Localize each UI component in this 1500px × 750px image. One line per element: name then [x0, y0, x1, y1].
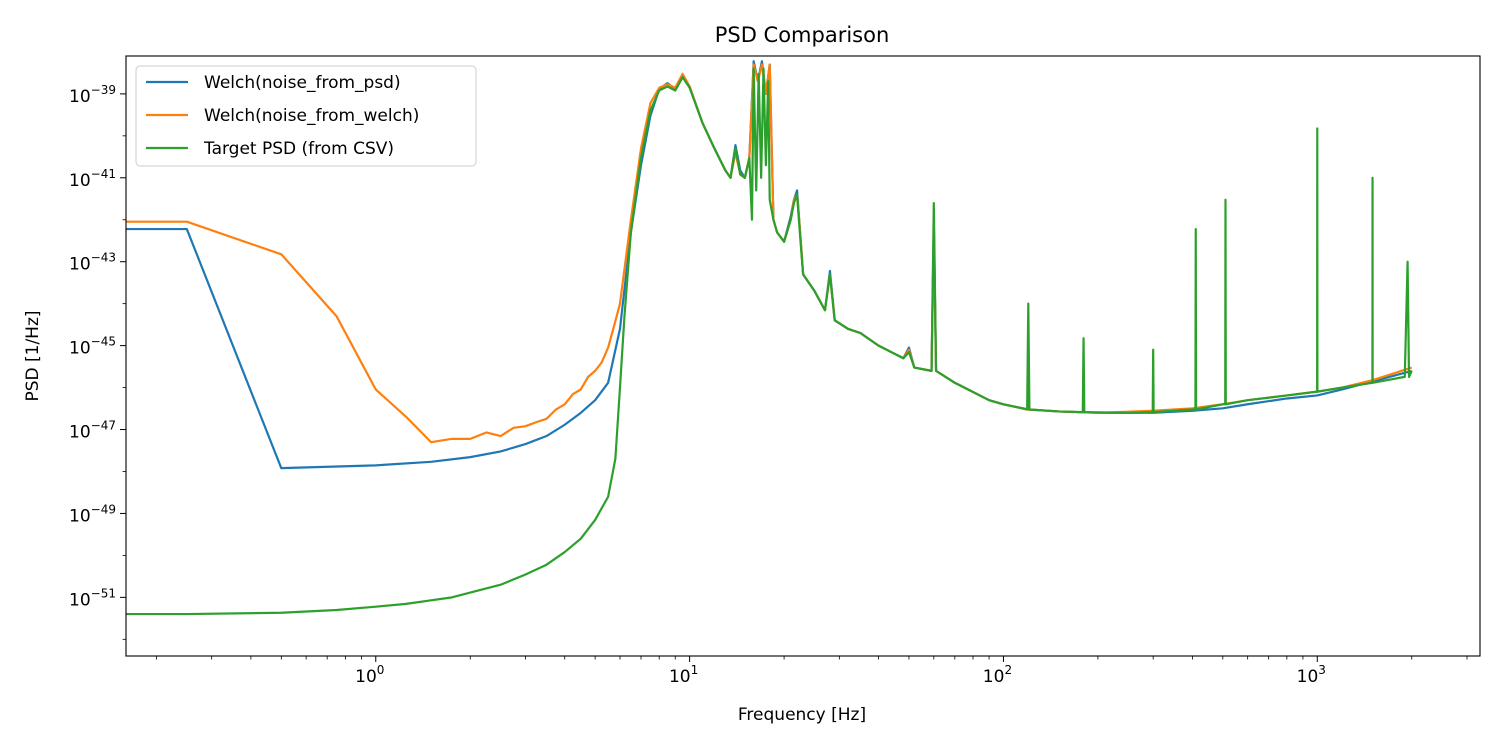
legend-label: Welch(noise_from_welch)	[204, 106, 419, 126]
y-tick-label: 10−39	[69, 83, 116, 107]
x-tick-label: 102	[983, 663, 1012, 687]
y-tick-label: 10−49	[69, 502, 116, 526]
series-line-3	[126, 67, 1413, 616]
x-axis-label: Frequency [Hz]	[738, 705, 866, 725]
legend-label: Welch(noise_from_psd)	[204, 73, 401, 93]
x-tick-label: 103	[1297, 663, 1326, 687]
series-layer	[126, 60, 1413, 616]
y-axis-label: PSD [1/Hz]	[23, 310, 43, 401]
axis-ticks: 100 101 102 103 10−51 10−49 10−47 10−45 10−43 10−…	[69, 83, 1326, 687]
x-tick-label: 100	[355, 663, 384, 687]
y-tick-label: 10−43	[69, 251, 116, 275]
legend-label: Target PSD (from CSV)	[203, 139, 394, 159]
plot-frame	[125, 55, 1481, 657]
y-tick-label: 10−45	[69, 335, 116, 359]
x-tick-label: 101	[669, 663, 698, 687]
y-tick-label: 10−41	[69, 167, 116, 191]
y-tick-label: 10−51	[69, 586, 116, 610]
legend-box	[135, 65, 477, 167]
minor-ticks	[122, 135, 1468, 660]
legend: Welch(noise_from_psd) Welch(noise_from_we…	[135, 65, 477, 167]
chart-title: PSD Comparison	[715, 23, 890, 47]
y-tick-label: 10−47	[69, 419, 116, 443]
